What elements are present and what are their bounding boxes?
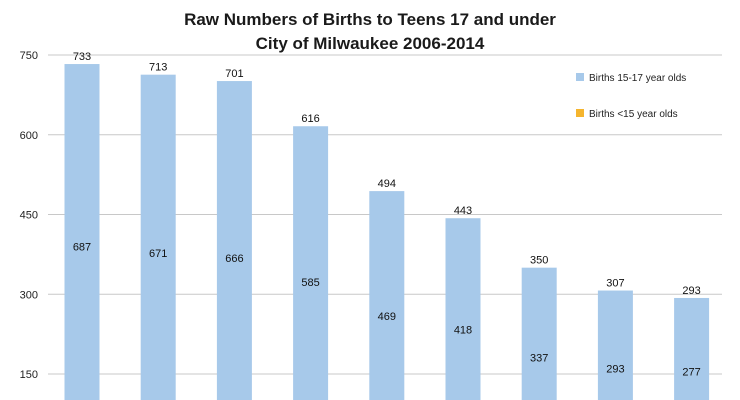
bar-2012	[521, 267, 557, 400]
bar-total-label: 494	[378, 178, 396, 190]
bar-segment-label: 585	[301, 277, 319, 289]
bar-segment-label: 277	[682, 367, 700, 379]
bar-2011	[445, 218, 481, 400]
legend-swatch-15-17	[576, 73, 584, 81]
bar-total-label: 443	[454, 205, 472, 217]
bar-segment-label: 293	[606, 363, 624, 375]
legend: Births 15-17 year olds Births <15 year o…	[576, 73, 686, 120]
bar-segment-label: 671	[149, 248, 167, 260]
bar-segment-label: 687	[73, 242, 91, 254]
y-tick-label: 150	[20, 369, 38, 381]
bar-total-label: 293	[682, 285, 700, 297]
bar-2009	[293, 126, 329, 400]
bar-total-label: 350	[530, 255, 548, 267]
bar-2013	[597, 290, 633, 400]
y-axis-ticks: 150 300 450 600 750	[20, 50, 38, 381]
chart-title-line-2: City of Milwaukee 2006-2014	[256, 34, 485, 53]
bar-2014	[674, 297, 710, 400]
legend-swatch-under-15	[576, 109, 584, 117]
bar-total-label: 713	[149, 62, 167, 74]
legend-label-15-17: Births 15-17 year olds	[589, 73, 686, 84]
bar-total-label: 616	[301, 113, 319, 125]
bar-segment-label: 337	[530, 352, 548, 364]
chart-title-line-1: Raw Numbers of Births to Teens 17 and un…	[184, 10, 556, 29]
bar-segment-label: 469	[378, 311, 396, 323]
y-tick-label: 450	[20, 210, 38, 222]
y-tick-label: 600	[20, 130, 38, 142]
bar-total-label: 701	[225, 68, 243, 80]
bar-segment-label: 666	[225, 253, 243, 265]
bars: 733 713 701 616 494 443 350 307 293 687 671 666 585 4…	[64, 51, 710, 400]
legend-label-under-15: Births <15 year olds	[589, 109, 678, 120]
bar-segment-label: 418	[454, 324, 472, 336]
bar-2010	[369, 191, 405, 400]
bar-2006	[64, 64, 100, 400]
y-tick-label: 750	[20, 50, 38, 62]
bar-2007	[140, 74, 176, 400]
bar-2008	[216, 81, 252, 400]
y-tick-label: 300	[20, 289, 38, 301]
bar-total-label: 733	[73, 51, 91, 63]
bar-total-label: 307	[606, 278, 624, 290]
